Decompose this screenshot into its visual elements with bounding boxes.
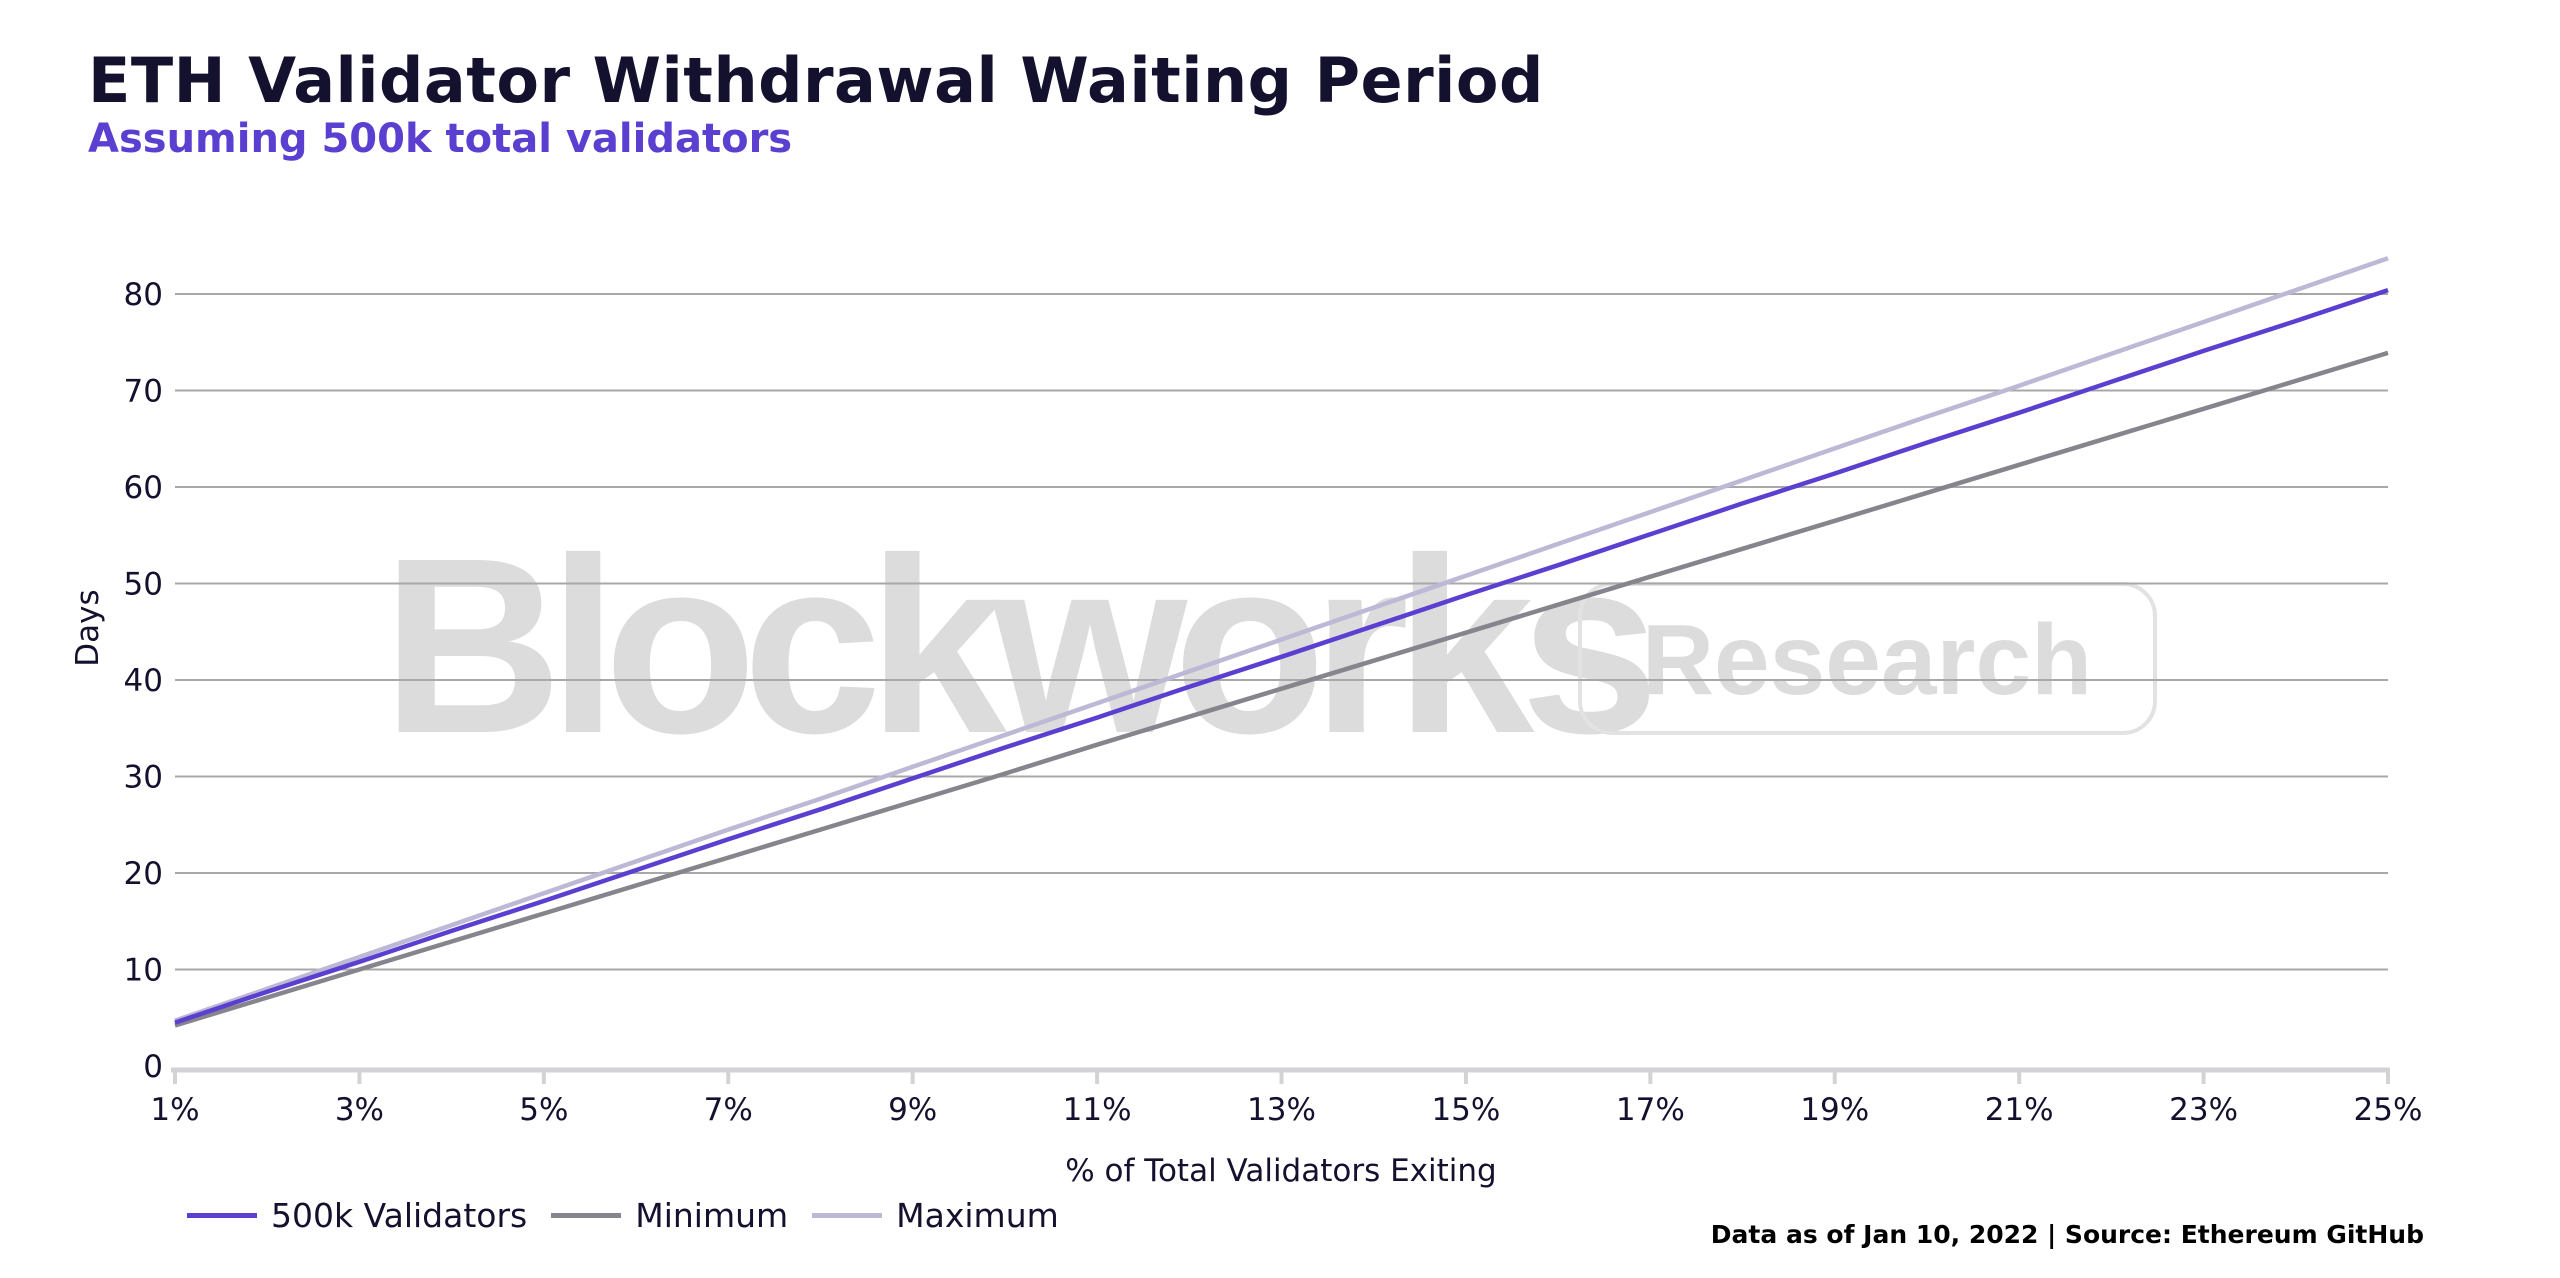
y-tick-label: 30 (124, 760, 163, 796)
y-tick-label: 0 (143, 1049, 163, 1085)
series-lines (174, 256, 2389, 1028)
gridlines (175, 293, 2388, 971)
legend-item-500k[interactable]: 500k Validators (187, 1196, 527, 1235)
x-tick-label: 7% (704, 1092, 753, 1128)
chart-subtitle: Assuming 500k total validators (88, 116, 793, 162)
x-tick-label: 15% (1431, 1092, 1500, 1128)
series-line-500k-validators[interactable] (174, 287, 2389, 1025)
x-tick-label: 25% (2354, 1092, 2423, 1128)
y-tick-label: 60 (124, 470, 163, 506)
y-tick-label: 20 (124, 856, 163, 892)
y-axis-ticks: 0 10 20 30 40 50 60 70 80 (124, 277, 163, 1085)
series-line-maximum[interactable] (174, 256, 2389, 1023)
x-tick-label: 19% (1800, 1092, 1869, 1128)
x-tick-label: 21% (1985, 1092, 2054, 1128)
watermark: Blockworks Research (382, 506, 2157, 785)
y-tick-label: 40 (124, 663, 163, 699)
chart-title: ETH Validator Withdrawal Waiting Period (88, 44, 1544, 117)
x-tick-label: 9% (888, 1092, 937, 1128)
x-tick-label: 11% (1063, 1092, 1132, 1128)
y-tick-label: 80 (124, 277, 163, 313)
x-tick-label: 1% (150, 1092, 199, 1128)
x-axis-title: % of Total Validators Exiting (1065, 1153, 1497, 1189)
legend-label: Minimum (635, 1196, 789, 1235)
x-tick-label: 23% (2169, 1092, 2238, 1128)
x-tick-label: 17% (1616, 1092, 1685, 1128)
legend-item-maximum[interactable]: Maximum (812, 1196, 1059, 1235)
legend-swatch-maximum (812, 1213, 883, 1218)
series-line-minimum[interactable] (174, 350, 2389, 1028)
legend-item-minimum[interactable]: Minimum (551, 1196, 788, 1235)
legend-swatch-500k (187, 1213, 257, 1218)
watermark-tag: Research (1642, 604, 2092, 716)
y-tick-label: 10 (124, 953, 163, 989)
y-tick-label: 50 (124, 567, 163, 603)
legend-label: Maximum (896, 1196, 1059, 1235)
source-note: Data as of Jan 10, 2022 | Source: Ethere… (1710, 1220, 2424, 1249)
x-tick-label: 3% (335, 1092, 384, 1128)
watermark-brand: Blockworks (382, 506, 1649, 785)
legend-swatch-minimum (551, 1213, 622, 1218)
y-axis-title: Days (70, 589, 106, 666)
legend-label: 500k Validators (271, 1196, 528, 1235)
legend: 500k Validators Minimum Maximum (187, 1196, 1083, 1235)
x-tick-label: 13% (1247, 1092, 1316, 1128)
x-axis: 1% 3% 5% 7% 9% 11% 13% 15% 17% 19% 21% 23% 25% (150, 1067, 2423, 1128)
x-tick-label: 5% (519, 1092, 568, 1128)
y-tick-label: 70 (124, 374, 163, 410)
